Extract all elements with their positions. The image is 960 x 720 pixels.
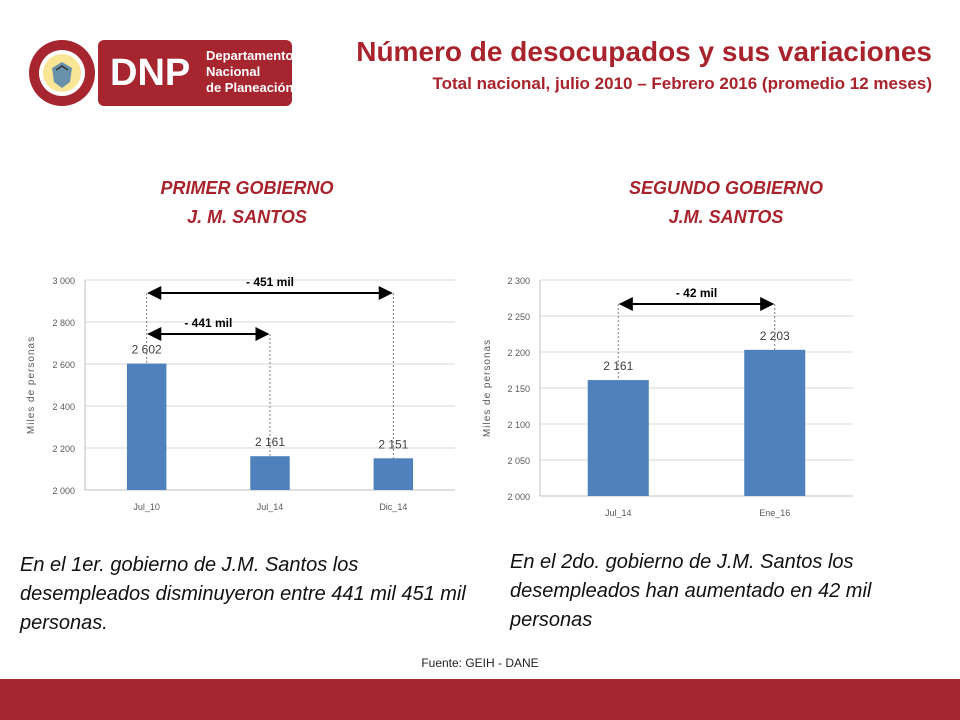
variation-label: - 42 mil [676,286,717,300]
y-tick-label: 3 000 [52,276,75,286]
y-tick-label: 2 800 [52,318,75,328]
y-tick-label: 2 400 [52,402,75,412]
right-heading-line-1: SEGUNDO GOBIERNO [628,178,824,198]
page-subtitle: Total nacional, julio 2010 – Febrero 201… [432,74,932,93]
bar [373,458,414,490]
bar [126,363,167,490]
y-tick-label: 2 050 [507,456,530,466]
data-label: 2 161 [603,359,633,373]
left-panel-heading: PRIMER GOBIERNO J. M. SANTOS [97,174,397,232]
bar [250,456,290,490]
x-tick-label: Jul_10 [133,502,160,512]
x-tick-label: Jul_14 [605,508,632,518]
y-axis-label: Miles de personas [26,336,37,434]
y-axis-label: Miles de personas [482,339,493,437]
y-tick-label: 2 200 [507,348,530,358]
y-tick-label: 2 150 [507,384,530,394]
y-tick-label: 2 200 [52,444,75,454]
left-bar-chart: 2 000 2 200 2 400 2 600 2 800 3 000 Miles de p… [26,275,455,512]
variation-label: - 441 mil [184,316,232,330]
left-heading-line-2: J. M. SANTOS [187,207,307,227]
bar [587,380,649,496]
x-tick-label: Ene_16 [759,508,790,518]
y-tick-label: 2 300 [507,276,530,286]
left-heading-line-1: PRIMER GOBIERNO [160,178,334,198]
logo-line-3: de Planeación [206,80,292,95]
logo-line-1: Departamento [206,48,292,63]
logo-acronym: DNP [110,52,190,94]
y-tick-label: 2 250 [507,312,530,322]
x-tick-label: Dic_14 [379,502,407,512]
data-label: 2 151 [378,437,408,451]
y-tick-label: 2 000 [52,486,75,496]
right-heading-line-2: J.M. SANTOS [668,207,784,227]
data-label: 2 203 [760,329,790,343]
dnp-logo: DNP Departamento Nacional de Planeación [28,38,293,108]
y-tick-label: 2 600 [52,360,75,370]
source-note: Fuente: GEIH - DANE [421,656,539,670]
x-tick-label: Jul_14 [257,502,284,512]
dnp-logo-graphic: DNP Departamento Nacional de Planeación [29,40,293,106]
variation-label: - 451 mil [246,275,294,289]
right-note: En el 2do. gobierno de J.M. Santos los d… [510,551,872,631]
y-tick-label: 2 000 [507,492,530,502]
left-note: En el 1er. gobierno de J.M. Santos los d… [20,554,466,634]
right-panel-heading: SEGUNDO GOBIERNO J.M. SANTOS [576,174,876,232]
bar [744,349,806,496]
logo-line-2: Nacional [206,64,260,79]
y-tick-label: 2 100 [507,420,530,430]
footer-bar [0,679,960,720]
page-title: Número de desocupados y sus variaciones [356,36,932,67]
right-bar-chart: 2 000 2 050 2 100 2 150 2 200 2 250 2 300 Miles… [482,276,853,518]
